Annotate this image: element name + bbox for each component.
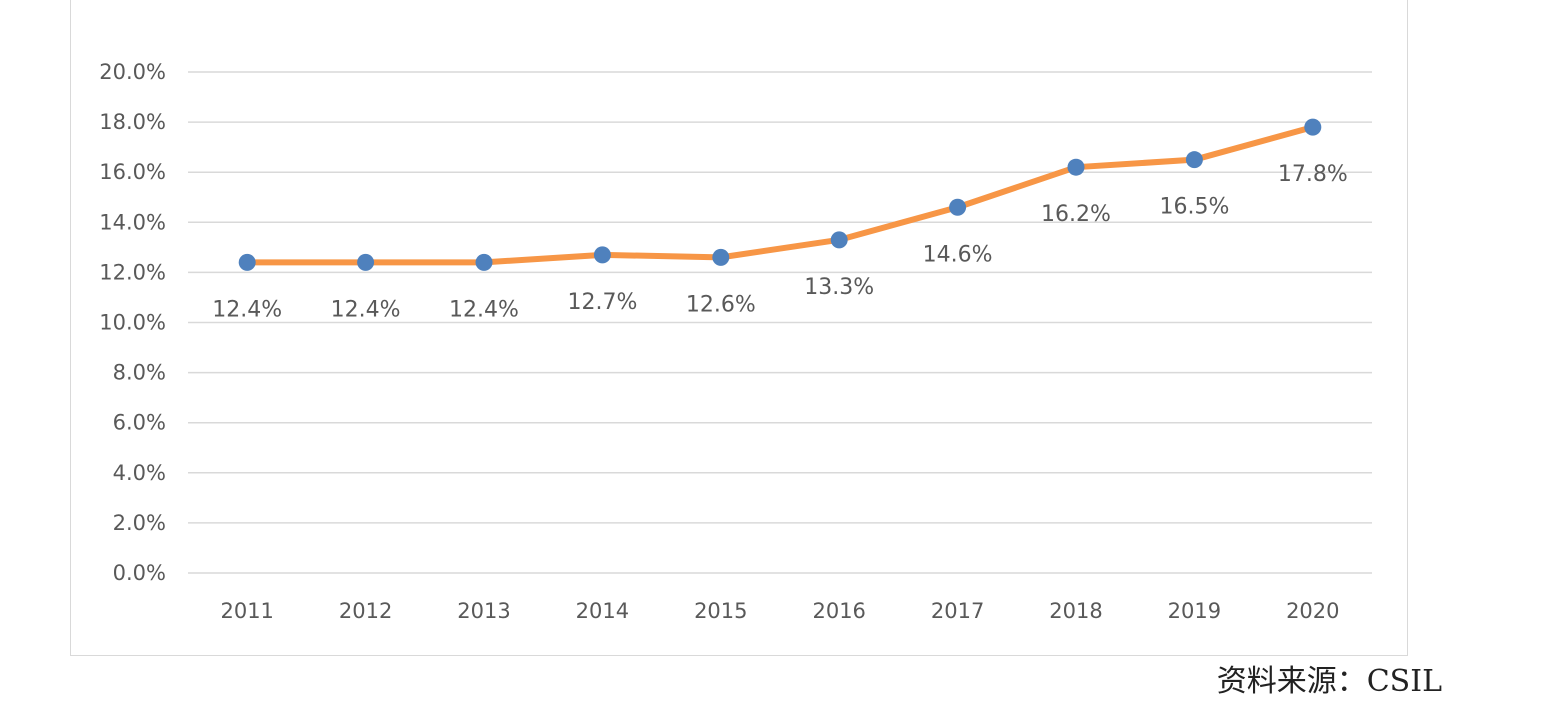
y-tick-label: 20.0% [99, 60, 166, 84]
source-note: 资料来源：CSIL [1216, 664, 1442, 699]
x-tick-label: 2019 [1168, 599, 1221, 623]
gridlines [188, 71, 1372, 574]
y-tick-label: 8.0% [113, 361, 166, 385]
data-label: 17.8% [1278, 162, 1348, 187]
data-point [830, 231, 848, 249]
chart-frame [70, 0, 1408, 656]
data-label: 12.4% [212, 297, 282, 322]
x-axis-tick-labels: 2011 2012 2013 2014 2015 2016 2017 2018 2019 2020 [220, 599, 1339, 623]
x-tick-label: 2015 [694, 599, 747, 623]
data-label: 12.7% [567, 290, 637, 315]
data-label: 16.5% [1159, 195, 1229, 220]
x-tick-label: 2017 [931, 599, 984, 623]
y-tick-label: 6.0% [113, 411, 166, 435]
data-point [712, 248, 730, 266]
y-tick-label: 18.0% [99, 110, 166, 134]
series-markers [238, 118, 1322, 271]
series-line [244, 124, 1316, 266]
x-tick-label: 2013 [457, 599, 510, 623]
data-labels: 12.4% 12.4% 12.4% 12.7% 12.6% 13.3% 14.6% 16.2%… [212, 162, 1347, 322]
data-point [1185, 151, 1203, 169]
data-label: 16.2% [1041, 202, 1111, 227]
x-tick-label: 2016 [812, 599, 865, 623]
data-point [357, 253, 375, 271]
data-label: 13.3% [804, 275, 874, 300]
data-point [238, 253, 256, 271]
data-label: 14.6% [923, 242, 993, 267]
data-point [1067, 158, 1085, 176]
data-point [1304, 118, 1322, 136]
x-tick-label: 2011 [220, 599, 273, 623]
y-tick-label: 2.0% [113, 511, 166, 535]
y-tick-label: 12.0% [99, 260, 166, 284]
data-point [949, 198, 967, 216]
y-axis-tick-labels: 0.0% 2.0% 4.0% 6.0% 8.0% 10.0% 12.0% 14.0% 16.0%… [99, 60, 166, 585]
y-tick-label: 10.0% [99, 311, 166, 335]
x-tick-label: 2018 [1049, 599, 1102, 623]
y-tick-label: 4.0% [113, 461, 166, 485]
data-point [593, 246, 611, 264]
y-tick-label: 0.0% [113, 561, 166, 585]
x-tick-label: 2012 [339, 599, 392, 623]
data-point [475, 253, 493, 271]
series-line-layer [244, 124, 1316, 266]
y-tick-label: 16.0% [99, 160, 166, 184]
data-label: 12.6% [686, 292, 756, 317]
x-tick-label: 2014 [576, 599, 629, 623]
y-tick-label: 14.0% [99, 210, 166, 234]
x-tick-label: 2020 [1286, 599, 1339, 623]
data-label: 12.4% [331, 297, 401, 322]
data-label: 12.4% [449, 297, 519, 322]
